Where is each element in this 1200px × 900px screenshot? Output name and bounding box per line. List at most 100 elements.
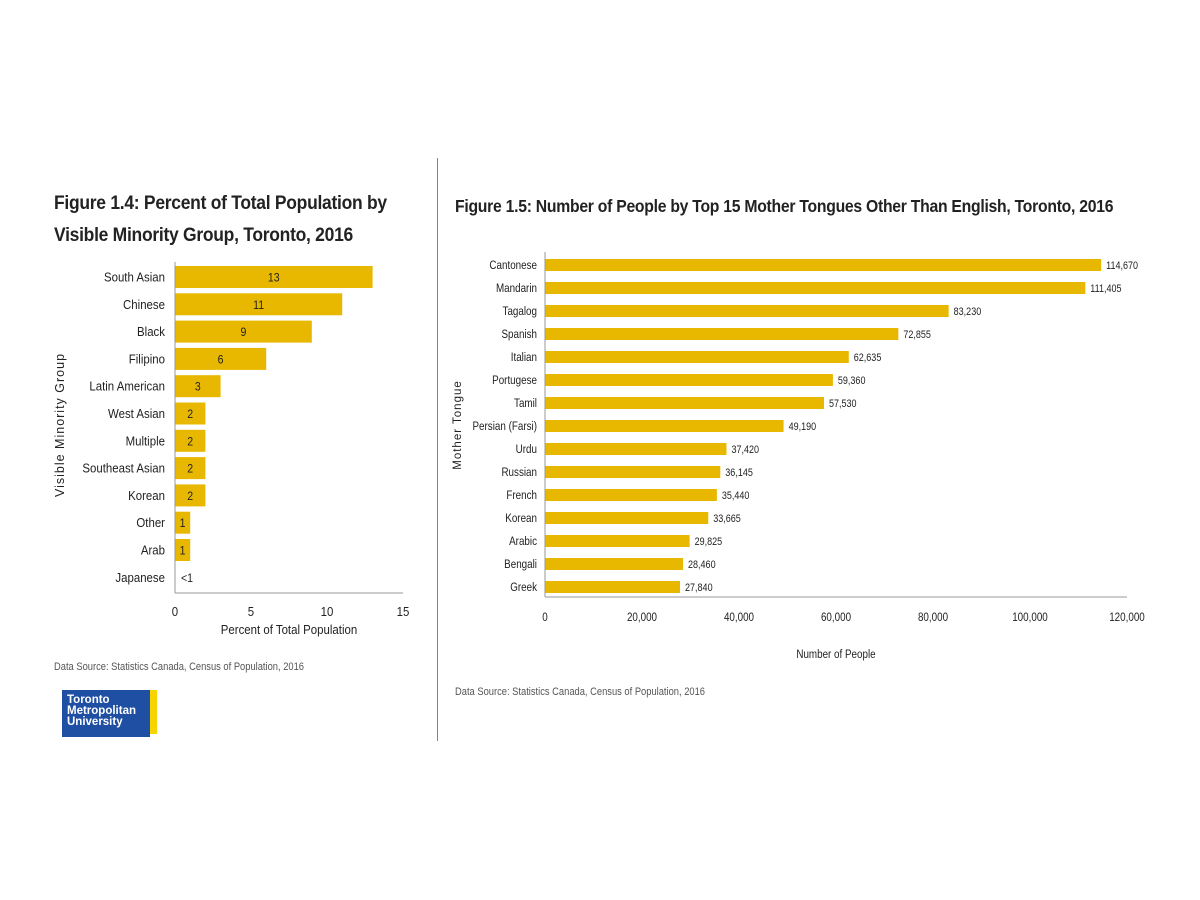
category-label: Arabic — [509, 535, 537, 548]
bar — [175, 402, 206, 425]
category-label: Japanese — [115, 570, 165, 585]
logo-line: Toronto — [67, 694, 110, 706]
data-label: 35,440 — [722, 490, 750, 502]
x-tick-label: 5 — [248, 604, 255, 619]
bar — [545, 512, 709, 524]
x-tick-label: 10 — [321, 604, 334, 619]
chart-mother-tongues: Cantonese 114,670 Mandarin 111,405 Tagalog 83… — [452, 252, 1145, 661]
bar — [545, 443, 727, 455]
bar — [175, 539, 191, 561]
data-label: 33,665 — [713, 513, 741, 525]
y-axis-title: Visible Minority Group — [53, 353, 67, 497]
category-label: Black — [137, 324, 166, 339]
data-label: 2 — [187, 408, 193, 421]
category-label: Arab — [141, 543, 165, 558]
category-label: Tagalog — [503, 305, 537, 318]
data-label: 2 — [187, 490, 193, 503]
category-label: Bengali — [504, 558, 537, 571]
data-label: 3 — [195, 381, 201, 394]
x-axis-title: Number of People — [796, 648, 875, 661]
bar — [545, 558, 684, 570]
tmu-logo: Toronto Metropolitan University — [62, 690, 150, 737]
data-label: 57,530 — [829, 398, 857, 410]
x-tick-label: 0 — [172, 604, 179, 619]
category-label: South Asian — [104, 270, 165, 285]
bar — [545, 282, 1086, 294]
category-label: Multiple — [126, 434, 166, 449]
category-label: Persian (Farsi) — [473, 420, 537, 433]
data-label: 27,840 — [685, 582, 713, 594]
category-label: Cantonese — [489, 259, 537, 272]
bar — [545, 351, 849, 363]
bar — [545, 581, 681, 593]
category-label: Tamil — [514, 397, 537, 410]
category-label: Mandarin — [496, 282, 537, 295]
data-label: 59,360 — [838, 375, 866, 387]
logo-accent — [150, 690, 157, 734]
bar — [545, 259, 1102, 271]
x-tick-label: 20,000 — [627, 611, 657, 624]
bar — [175, 375, 221, 398]
bar — [545, 420, 784, 432]
category-label: French — [506, 489, 537, 502]
data-label: 114,670 — [1106, 260, 1138, 272]
data-label: 62,635 — [854, 352, 882, 364]
data-label: 36,145 — [725, 467, 753, 479]
data-label: <1 — [181, 572, 193, 585]
bar — [175, 320, 312, 343]
bar — [545, 397, 825, 409]
bar — [545, 305, 949, 317]
category-label: Filipino — [129, 352, 165, 367]
category-label: Korean — [128, 488, 165, 503]
divider — [437, 158, 438, 741]
data-label: 1 — [180, 545, 186, 558]
category-label: Spanish — [501, 328, 537, 341]
category-label: Southeast Asian — [82, 461, 165, 476]
x-tick-label: 80,000 — [918, 611, 948, 624]
bar — [175, 347, 267, 370]
data-label: 111,405 — [1090, 283, 1122, 295]
category-label: Italian — [511, 351, 537, 364]
bar — [545, 489, 717, 501]
x-tick-label: 40,000 — [724, 611, 754, 624]
bar — [175, 293, 343, 316]
figure-1-5-title: Figure 1.5: Number of People by Top 15 M… — [455, 196, 1114, 216]
data-label: 6 — [218, 354, 224, 367]
x-tick-label: 15 — [397, 604, 410, 619]
bar — [175, 457, 206, 480]
x-axis-title: Percent of Total Population — [221, 622, 358, 637]
category-label: Korean — [505, 512, 537, 525]
figure-1-4-title: Figure 1.4: Percent of Total Population … — [54, 193, 387, 246]
bar — [175, 429, 206, 452]
bar — [175, 511, 191, 534]
data-source-1: Data Source: Statistics Canada, Census o… — [54, 661, 305, 673]
category-label: Chinese — [123, 297, 165, 312]
bar — [545, 374, 833, 386]
bar — [175, 266, 373, 288]
data-label: 49,190 — [789, 421, 817, 433]
logo-line: Metropolitan — [67, 705, 136, 717]
category-label: Russian — [501, 466, 537, 479]
data-label: 2 — [187, 463, 193, 476]
data-label: 2 — [187, 436, 193, 449]
data-label: 11 — [253, 299, 264, 312]
data-label: 72,855 — [903, 329, 931, 341]
data-label: 29,825 — [695, 536, 723, 548]
bar — [545, 466, 721, 478]
data-label: 37,420 — [731, 444, 759, 456]
category-label: Latin American — [89, 379, 165, 394]
category-label: Greek — [510, 581, 537, 594]
bar — [545, 535, 690, 547]
data-label: 9 — [240, 327, 246, 340]
data-label: 28,460 — [688, 559, 716, 571]
data-label: 13 — [268, 272, 280, 285]
y-axis-title: Mother Tongue — [452, 380, 464, 470]
data-source-2: Data Source: Statistics Canada, Census o… — [455, 686, 706, 698]
x-tick-label: 0 — [542, 611, 547, 624]
data-label: 83,230 — [954, 306, 982, 318]
x-tick-label: 100,000 — [1012, 611, 1048, 624]
category-label: Other — [136, 516, 165, 531]
data-label: 1 — [180, 518, 186, 531]
category-label: Urdu — [516, 443, 537, 456]
